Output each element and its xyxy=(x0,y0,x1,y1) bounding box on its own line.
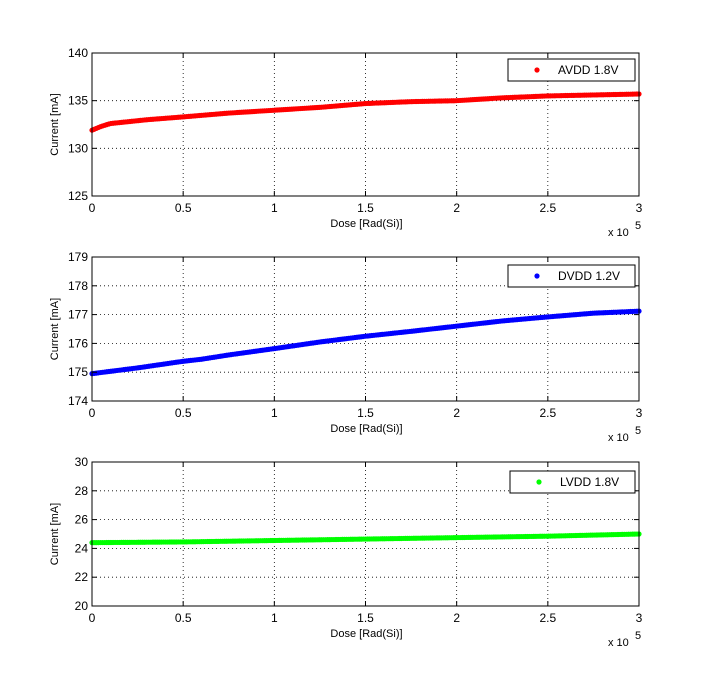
x-tick-label: 0.5 xyxy=(175,201,192,215)
legend-marker xyxy=(536,479,542,485)
series-1 xyxy=(89,308,642,377)
series-1 xyxy=(89,531,642,546)
x-tick-label: 0 xyxy=(89,611,96,625)
y-tick-label: 20 xyxy=(75,599,89,613)
legend-marker xyxy=(534,67,540,73)
y-tick-label: 140 xyxy=(68,46,88,60)
x-tick-label: 0 xyxy=(89,201,96,215)
y-tick-label: 176 xyxy=(68,336,88,350)
y-tick-label: 175 xyxy=(68,365,88,379)
y-tick-label: 22 xyxy=(75,570,89,584)
chart-panel-1: 0 0.5 1 1.5 2 2.5 3 125 130 135 140 Dose [Rad(Si)] C… xyxy=(49,46,643,239)
y-tick-label: 174 xyxy=(68,394,88,408)
legend-box xyxy=(509,470,636,494)
y-axis-label: Current [mA] xyxy=(49,93,61,155)
y-tick-label: 26 xyxy=(75,513,89,527)
y-tick-label: 130 xyxy=(68,141,88,155)
y-tick-label: 135 xyxy=(68,94,88,108)
chart-panel-2: 0 0.5 1 1.5 2 2.5 3 174 175 176 177 178 179 Dose [Rad… xyxy=(49,250,643,444)
x-tick-label: 3 xyxy=(636,406,643,420)
y-tick-label: 178 xyxy=(68,279,88,293)
x-tick-label: 2 xyxy=(453,611,460,625)
x-tick-label: 1 xyxy=(271,201,278,215)
x-multiplier-exponent: 5 xyxy=(635,630,641,642)
legend-marker xyxy=(534,273,540,279)
y-tick-label: 179 xyxy=(68,250,88,264)
x-tick-label: 0.5 xyxy=(175,611,192,625)
x-axis-label: Dose [Rad(Si)] xyxy=(330,423,402,435)
x-multiplier-label: x 10 xyxy=(608,432,629,444)
chart-panel-3: 0 0.5 1 1.5 2 2.5 3 20 22 24 26 28 30 Dose [Rad(Si)] C… xyxy=(49,455,643,649)
x-tick-label: 3 xyxy=(636,201,643,215)
y-tick-label: 125 xyxy=(68,189,88,203)
x-tick-label: 1.5 xyxy=(357,611,374,625)
y-tick-label: 30 xyxy=(75,455,89,469)
legend-box xyxy=(507,264,636,288)
y-axis-label: Current [mA] xyxy=(49,298,61,360)
legend: DVDD 1.2V xyxy=(507,264,636,288)
x-tick-label: 2.5 xyxy=(539,201,556,215)
legend-box xyxy=(507,58,636,82)
y-tick-label: 177 xyxy=(68,308,88,322)
x-tick-label: 2.5 xyxy=(539,406,556,420)
x-axis-label: Dose [Rad(Si)] xyxy=(330,218,402,230)
legend: LVDD 1.8V xyxy=(509,470,636,494)
x-multiplier-exponent: 5 xyxy=(635,220,641,232)
x-tick-label: 2 xyxy=(453,406,460,420)
x-tick-label: 1.5 xyxy=(357,406,374,420)
x-tick-label: 1 xyxy=(271,611,278,625)
legend: AVDD 1.8V xyxy=(507,58,636,82)
x-multiplier-label: x 10 xyxy=(608,227,629,239)
x-tick-label: 1.5 xyxy=(357,201,374,215)
legend-label: LVDD 1.8V xyxy=(560,475,619,489)
series-1 xyxy=(89,91,642,133)
x-tick-label: 1 xyxy=(271,406,278,420)
x-multiplier-label: x 10 xyxy=(608,637,629,649)
x-tick-label: 2.5 xyxy=(539,611,556,625)
legend-label: AVDD 1.8V xyxy=(558,63,618,77)
x-tick-label: 0.5 xyxy=(175,406,192,420)
x-tick-label: 3 xyxy=(636,611,643,625)
y-tick-label: 28 xyxy=(75,484,89,498)
x-tick-label: 2 xyxy=(453,201,460,215)
x-axis-label: Dose [Rad(Si)] xyxy=(330,628,402,640)
y-tick-label: 24 xyxy=(75,541,89,555)
legend-label: DVDD 1.2V xyxy=(558,269,620,283)
y-axis-label: Current [mA] xyxy=(49,503,61,565)
x-multiplier-exponent: 5 xyxy=(635,425,641,437)
x-tick-label: 0 xyxy=(89,406,96,420)
